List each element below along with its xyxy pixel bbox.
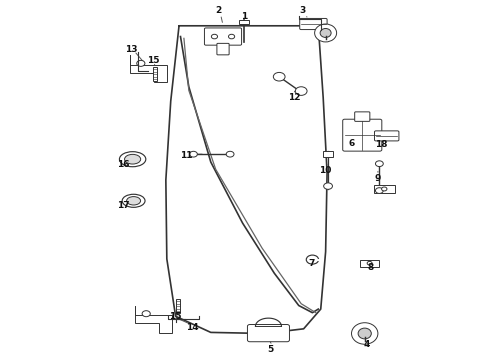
Text: 18: 18: [374, 140, 387, 149]
Text: 16: 16: [117, 161, 129, 170]
Bar: [176, 300, 180, 313]
Bar: [323, 150, 333, 157]
Text: 4: 4: [364, 340, 370, 349]
Polygon shape: [130, 55, 167, 82]
Circle shape: [306, 255, 318, 264]
FancyBboxPatch shape: [300, 18, 327, 30]
Circle shape: [228, 34, 235, 39]
Ellipse shape: [358, 328, 371, 339]
Circle shape: [375, 188, 383, 193]
Circle shape: [211, 34, 218, 39]
Text: 10: 10: [319, 166, 332, 175]
Bar: [153, 67, 157, 81]
Ellipse shape: [320, 28, 331, 37]
Circle shape: [367, 261, 372, 265]
FancyBboxPatch shape: [374, 131, 399, 141]
Text: 13: 13: [125, 45, 138, 54]
Text: 12: 12: [288, 93, 300, 102]
Text: 11: 11: [180, 151, 193, 160]
Text: 15: 15: [147, 56, 159, 65]
Text: 3: 3: [299, 6, 305, 15]
Circle shape: [382, 187, 387, 191]
Ellipse shape: [122, 194, 145, 207]
Ellipse shape: [351, 323, 378, 344]
Polygon shape: [135, 306, 172, 333]
Ellipse shape: [124, 154, 141, 164]
Circle shape: [295, 87, 307, 95]
Circle shape: [375, 161, 383, 167]
Text: 9: 9: [375, 174, 381, 183]
Circle shape: [324, 183, 332, 189]
Text: 6: 6: [348, 139, 355, 148]
Text: 17: 17: [118, 201, 130, 210]
Bar: [239, 20, 249, 24]
Circle shape: [137, 60, 145, 66]
Circle shape: [190, 151, 197, 157]
Ellipse shape: [315, 24, 337, 42]
Text: 7: 7: [309, 260, 315, 269]
Text: 5: 5: [267, 346, 273, 355]
FancyBboxPatch shape: [204, 28, 242, 45]
Text: 1: 1: [241, 12, 247, 21]
Circle shape: [226, 151, 234, 157]
Text: 15: 15: [169, 312, 181, 321]
FancyBboxPatch shape: [247, 324, 290, 342]
Text: 8: 8: [368, 263, 374, 272]
Text: 2: 2: [215, 6, 221, 15]
Ellipse shape: [126, 197, 141, 205]
Text: 14: 14: [186, 323, 198, 332]
Circle shape: [142, 311, 150, 317]
Bar: [360, 260, 379, 267]
Ellipse shape: [120, 152, 146, 167]
Circle shape: [273, 72, 285, 81]
Bar: [373, 185, 395, 193]
FancyBboxPatch shape: [355, 112, 370, 121]
FancyBboxPatch shape: [217, 43, 229, 55]
FancyBboxPatch shape: [343, 119, 382, 151]
